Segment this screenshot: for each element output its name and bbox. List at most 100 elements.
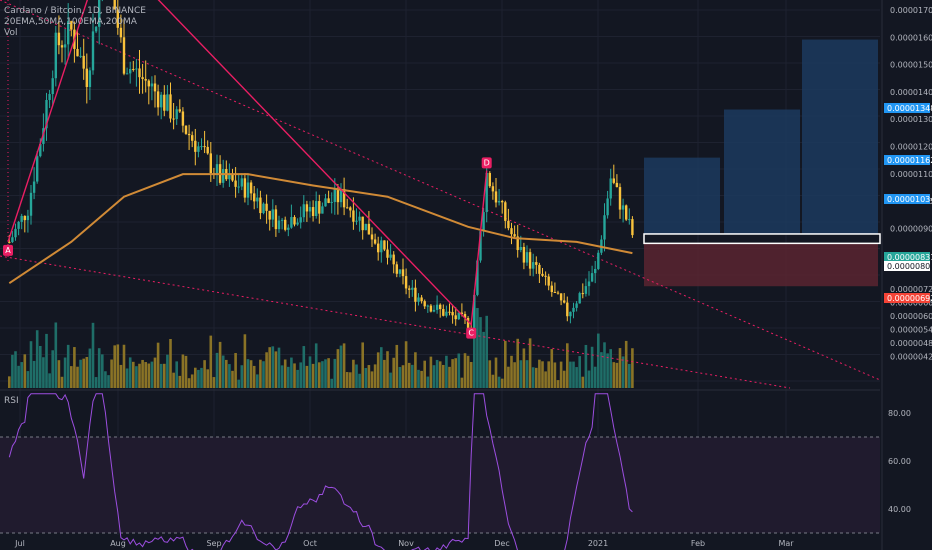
volume-bar <box>299 362 302 388</box>
trend-lines[interactable] <box>0 0 881 389</box>
volume-bar <box>556 380 560 388</box>
volume-bar <box>330 378 333 388</box>
volume-bar <box>221 355 225 388</box>
candle-body <box>8 241 11 243</box>
volume-bar <box>473 308 476 388</box>
candle-body <box>361 216 364 231</box>
volume-bar <box>463 353 467 388</box>
volume-bar <box>581 376 585 388</box>
candle-body <box>426 305 429 307</box>
volume-bar <box>197 369 200 388</box>
volume-bar <box>367 365 371 388</box>
target-box <box>802 39 878 234</box>
time-tick-label: Jul <box>14 539 25 548</box>
volume-bar <box>435 359 439 388</box>
volume-bar <box>88 348 92 388</box>
volume-bar <box>500 378 504 388</box>
candle-body <box>578 293 581 304</box>
volume-bar <box>212 377 216 388</box>
volume-bar <box>187 378 191 388</box>
volume-bar <box>349 372 352 388</box>
candle-body <box>631 219 634 236</box>
volume-bar <box>76 366 79 388</box>
candle-body <box>625 205 628 220</box>
pattern-lines[interactable]: ABCD <box>3 0 492 339</box>
candle-body <box>476 260 479 295</box>
candle-body <box>315 201 318 216</box>
volume-bar <box>373 364 377 388</box>
volume-bar <box>82 358 85 388</box>
lower-trendline <box>0 255 791 389</box>
volume-bar <box>11 354 14 388</box>
candle-body <box>603 215 606 240</box>
entry-box <box>643 233 881 245</box>
candle-body <box>54 32 57 79</box>
candle-body <box>392 254 395 265</box>
candle-body <box>94 26 98 32</box>
volume-bar <box>491 374 495 388</box>
candle-body <box>324 198 327 207</box>
candle-body <box>544 275 547 277</box>
volume-bar <box>274 351 278 388</box>
rsi-axis-label: 60.00 <box>888 457 911 466</box>
volume-bar <box>417 369 420 388</box>
volume-bar <box>355 364 358 388</box>
volume-bar <box>482 331 485 388</box>
volume-bar <box>404 341 408 388</box>
time-tick-label: Mar <box>778 539 794 548</box>
candle-body <box>163 94 166 111</box>
candle-body <box>67 21 70 45</box>
candle-body <box>197 146 200 152</box>
candle-body <box>234 180 237 187</box>
ema-200-line <box>8 173 633 285</box>
candle-body <box>367 223 371 235</box>
position-boxes[interactable] <box>643 39 881 287</box>
volume-bar <box>26 371 30 388</box>
candle-body <box>280 219 284 221</box>
volume-bar <box>104 371 107 388</box>
candle-body <box>277 220 281 230</box>
volume-bar <box>159 363 163 388</box>
volume-bar <box>370 371 374 388</box>
candle-body <box>541 273 544 276</box>
volume-bar <box>476 308 479 388</box>
rsi-band <box>0 437 880 533</box>
candle-body <box>203 146 206 148</box>
volume-bar <box>268 347 271 388</box>
abcd-pattern-line <box>7 0 488 327</box>
indicator-list[interactable]: 20EMA,50MA,100EMA,200MA <box>4 17 137 27</box>
volume-bar <box>252 365 256 388</box>
volume-bar <box>621 356 625 388</box>
candle-body <box>553 291 557 293</box>
volume-bar <box>342 343 346 388</box>
price-badge-label: 0.00000831 <box>887 253 932 262</box>
candle-body <box>621 205 625 210</box>
candle-body <box>528 252 532 269</box>
volume-bar <box>361 342 364 388</box>
candle-body <box>581 293 584 295</box>
volume-bar <box>94 377 98 388</box>
volume-bar <box>438 361 442 388</box>
candle-body <box>98 0 101 27</box>
time-tick-label: Oct <box>303 539 317 548</box>
candle-body <box>501 201 504 203</box>
candle-body <box>575 303 578 308</box>
volume-bar <box>618 348 622 388</box>
volume-bar <box>169 338 172 388</box>
candle-body <box>135 68 138 70</box>
candle-body <box>355 220 358 222</box>
time-axis[interactable]: Jul Aug Sep Oct Nov Dec 2021 Feb Mar <box>14 539 794 548</box>
volume-bar <box>73 347 76 388</box>
candle-body <box>119 27 123 38</box>
volume-bar <box>566 343 569 388</box>
candle-body <box>535 262 538 265</box>
volume-bar <box>519 360 523 388</box>
time-tick-label: Nov <box>398 539 414 548</box>
volume-bar <box>153 357 157 388</box>
volume-bar <box>66 344 70 388</box>
candle-body <box>48 94 51 100</box>
